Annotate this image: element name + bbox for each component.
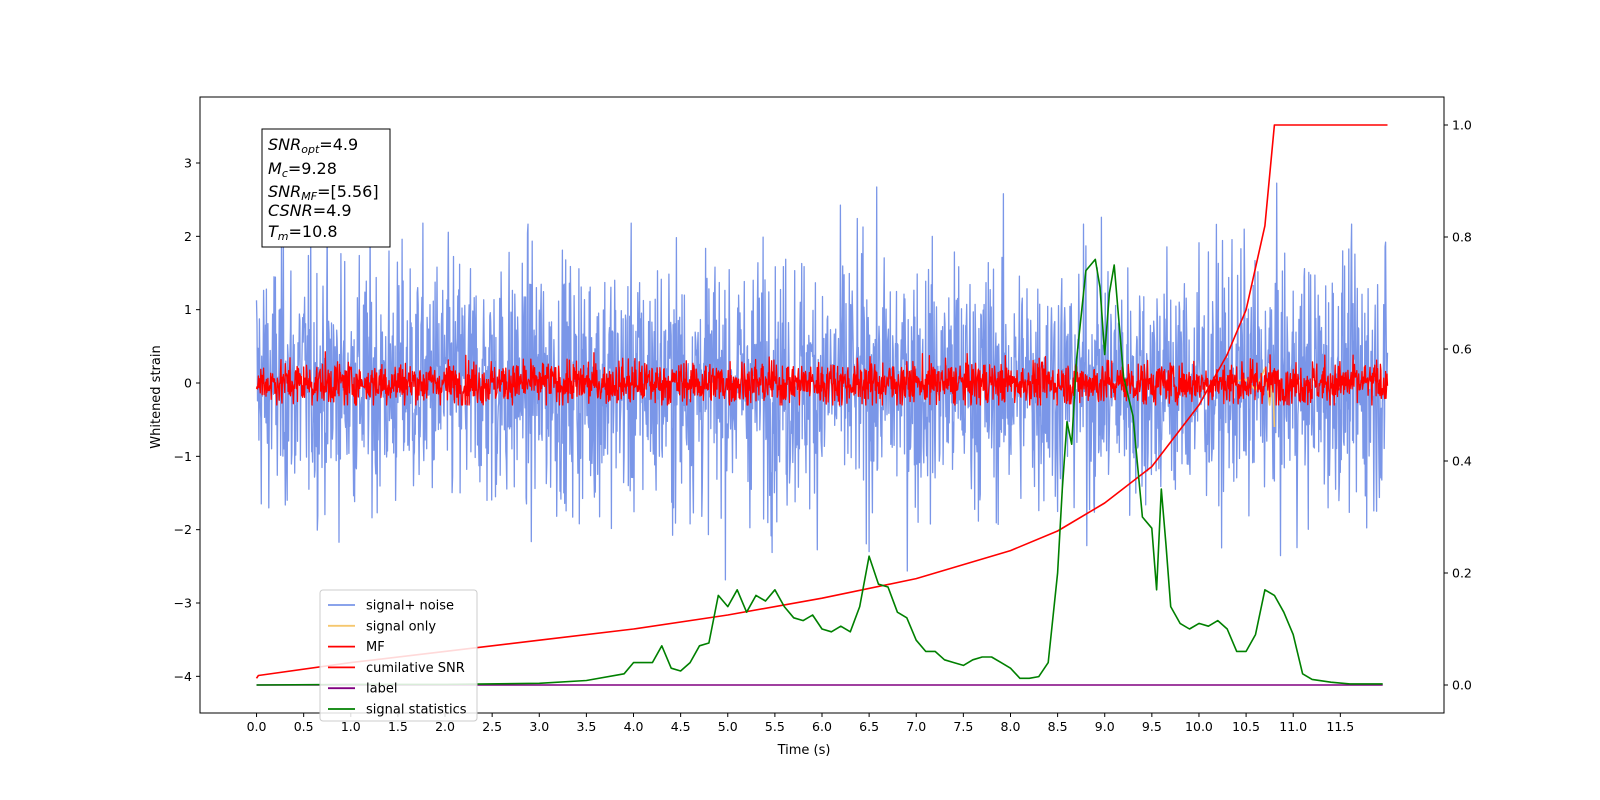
y-axis-label: Whitened strain <box>149 345 164 448</box>
y-axis-right: 0.0 0.2 0.4 0.6 0.8 1.0 <box>1444 118 1472 693</box>
y-left-tick-label: 2 <box>184 229 192 244</box>
y-left-tick-label: −2 <box>174 522 192 537</box>
y-left-tick-label: −1 <box>174 449 192 464</box>
y-right-tick-label: 0.8 <box>1452 230 1472 245</box>
series-line-5 <box>256 258 1383 686</box>
x-tick-label: 2.5 <box>482 719 502 734</box>
x-tick-label: 7.5 <box>953 719 973 734</box>
x-tick-label: 7.0 <box>906 719 926 734</box>
legend-label: signal+ noise <box>366 599 454 614</box>
x-tick-label: 11.5 <box>1326 719 1354 734</box>
info-snr-opt: SNRopt=4.9 <box>268 135 358 156</box>
info-mc: Mc=9.28 <box>268 159 337 180</box>
info-snr-mf: SNRMF=[5.56] <box>268 182 379 203</box>
info-tm: Tm=10.8 <box>268 222 338 243</box>
y-right-tick-label: 0.6 <box>1452 342 1472 357</box>
legend: signal+ noise signal only MF cumilative SNR… <box>319 589 478 722</box>
x-tick-label: 0.0 <box>247 719 267 734</box>
y-axis-left: −4 −3 −2 −1 0 1 2 3 <box>174 156 200 684</box>
x-tick-label: 3.0 <box>529 719 549 734</box>
y-right-tick-label: 0.4 <box>1452 454 1472 469</box>
x-axis: 0.0 0.5 1.0 1.5 2.0 2.5 3.0 3.5 4.0 4.5 5.0 5.5 6.0 6… <box>247 713 1354 734</box>
info-box: SNRopt=4.9 Mc=9.28 SNRMF=[5.56] CSNR=4.9… <box>261 128 391 248</box>
x-tick-label: 0.5 <box>294 719 314 734</box>
y-left-tick-label: 1 <box>184 302 192 317</box>
x-tick-label: 1.0 <box>341 719 361 734</box>
legend-label: MF <box>366 640 385 655</box>
y-left-tick-label: −4 <box>174 669 192 684</box>
x-tick-label: 8.5 <box>1048 719 1068 734</box>
x-tick-label: 10.0 <box>1185 719 1213 734</box>
y-right-tick-label: 0.2 <box>1452 566 1472 581</box>
legend-label: signal statistics <box>366 703 467 718</box>
x-tick-label: 5.5 <box>765 719 785 734</box>
x-tick-label: 8.0 <box>1001 719 1021 734</box>
x-tick-label: 11.0 <box>1279 719 1307 734</box>
y-right-tick-label: 0.0 <box>1452 678 1472 693</box>
y-right-tick-label: 1.0 <box>1452 118 1472 133</box>
x-tick-label: 9.0 <box>1095 719 1115 734</box>
x-tick-label: 2.0 <box>435 719 455 734</box>
x-axis-label: Time (s) <box>777 743 831 758</box>
x-tick-label: 4.0 <box>624 719 644 734</box>
series-line-2 <box>255 351 1389 406</box>
y-left-tick-label: 3 <box>184 156 192 171</box>
info-csnr: CSNR=4.9 <box>268 201 352 220</box>
x-tick-label: 6.5 <box>859 719 879 734</box>
series-line-0 <box>255 182 1389 581</box>
x-tick-label: 9.5 <box>1142 719 1162 734</box>
legend-label: signal only <box>366 619 436 634</box>
x-tick-label: 3.5 <box>576 719 596 734</box>
x-tick-label: 1.5 <box>388 719 408 734</box>
x-tick-label: 6.0 <box>812 719 832 734</box>
y-left-tick-label: −3 <box>174 596 192 611</box>
x-tick-label: 10.5 <box>1232 719 1260 734</box>
x-tick-label: 5.0 <box>718 719 738 734</box>
legend-label: cumilative SNR <box>366 661 465 676</box>
y-left-tick-label: 0 <box>184 376 192 391</box>
legend-label: label <box>366 682 397 697</box>
x-tick-label: 4.5 <box>671 719 691 734</box>
